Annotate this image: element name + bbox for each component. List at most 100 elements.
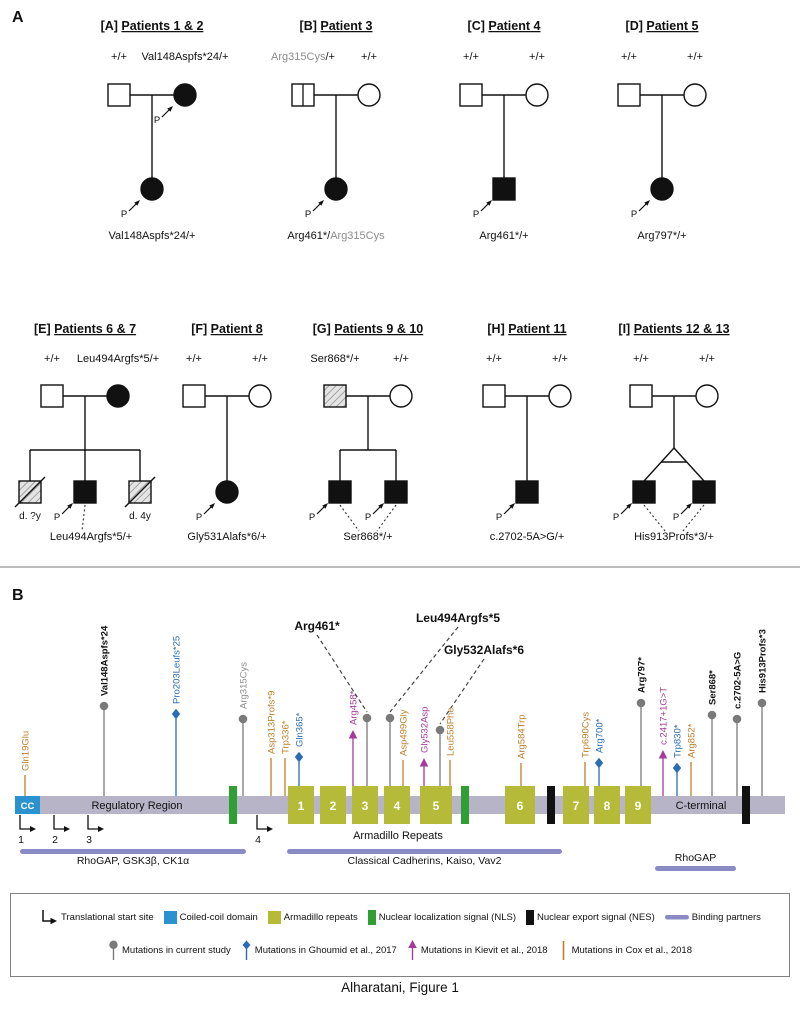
proband-letter: P <box>54 512 60 523</box>
mutation-label: c.2417+1G>T <box>659 687 670 745</box>
legend-label: Mutations in Cox et al., 2018 <box>571 945 692 957</box>
diamond-blue-icon <box>241 940 252 961</box>
child-genotype: His913Profs*3/+ <box>634 531 714 543</box>
legend-label: Coiled-coil domain <box>179 911 258 923</box>
circle-marker <box>435 725 445 735</box>
regulatory-region-label: Regulatory Region <box>91 800 182 812</box>
circle-marker <box>757 698 767 708</box>
proband-arrow: P <box>631 200 650 220</box>
father-genotype: +/+ <box>44 353 60 365</box>
proband-letter: P <box>473 209 479 220</box>
mutation-label: Asp499Gly <box>399 709 410 756</box>
father-genotype: Ser868*/+ <box>310 353 359 365</box>
pedigree-title: [E] Patients 6 & 7 <box>34 322 136 336</box>
protein-diagram: CC Regulatory Region C-terminal 1 2 3 4 5 6 7 8 9 Gl… <box>15 611 785 871</box>
child-genotype: Arg797*/+ <box>637 230 686 242</box>
mutation-label: Gly532Alafs*6 <box>444 643 524 657</box>
proband-letter: P <box>673 512 679 523</box>
mutation-label: Arg584Trp <box>517 714 528 759</box>
mutation-label: Trp690Cys <box>581 712 592 758</box>
father-symbol <box>482 384 506 408</box>
nes-box <box>742 786 750 824</box>
proband-arrow: P <box>473 200 492 220</box>
pedigree-title: [I] Patients 12 & 13 <box>618 322 729 336</box>
legend-label: Nuclear localization signal (NLS) <box>378 911 516 923</box>
father-genotype: +/+ <box>186 353 202 365</box>
legend-item: Mutations in Kievit et al., 2018 <box>407 940 548 961</box>
child-symbol <box>692 480 716 504</box>
mother-genotype: +/+ <box>687 51 703 63</box>
mother-genotype: +/+ <box>699 353 715 365</box>
legend-item: Binding partners <box>664 911 761 923</box>
pedigree-E: [E] Patients 6 & 7 +/+ Leu494Argfs*5/+ d. ?… <box>14 322 159 543</box>
armadillo-repeat-7 <box>563 786 589 824</box>
mutation-Arg461*: Arg461* <box>294 619 372 723</box>
legend-label: Mutations in current study <box>122 945 231 957</box>
mother-symbol <box>106 384 130 408</box>
mutation-Gln365*: Gln365* <box>295 712 306 763</box>
start-arrow-icon <box>39 909 58 926</box>
child-symbol <box>492 177 516 201</box>
mutation-Arg458*: Arg458* <box>349 690 360 739</box>
mutation-Trp690Cys: Trp690Cys <box>581 712 592 758</box>
binding-partner-bar <box>287 849 562 854</box>
binding-line-icon <box>664 914 689 921</box>
mother-genotype: +/+ <box>393 353 409 365</box>
armadillo-repeat-4 <box>384 786 410 824</box>
start-site-2: 2 <box>52 815 70 846</box>
binding-partner-label: RhoGAP <box>675 852 716 864</box>
mother-genotype: +/+ <box>552 353 568 365</box>
mother-symbol <box>525 83 549 107</box>
mother-symbol <box>548 384 572 408</box>
mutation-label: Arg700* <box>595 718 606 753</box>
start-arrow-icon <box>256 815 268 830</box>
repeat-number: 5 <box>433 799 440 813</box>
pedigree-F: [F] Patient 8 +/+ +/+ P Gly531Alafs*6/+ <box>182 322 272 543</box>
diamond-marker <box>672 762 682 774</box>
armadillo-repeat-2 <box>320 786 346 824</box>
mutation-Trp336*: Trp336* <box>281 720 292 754</box>
arrow-marker <box>419 758 429 767</box>
pedigrees-group: [A] Patients 1 & 2+/+ Val148Aspfs*24/+PPV… <box>14 19 730 543</box>
start-arrow-icon <box>53 815 65 830</box>
proband-arrow: P <box>613 503 632 523</box>
mother-genotype: +/+ <box>529 51 545 63</box>
repeat-number: 9 <box>635 799 642 813</box>
mutation-label: Gln365* <box>295 712 306 747</box>
father-genotype: +/+ <box>111 51 127 63</box>
nls-box <box>229 786 237 824</box>
circle-marker <box>238 714 248 724</box>
mother-symbol <box>173 83 197 107</box>
legend-item: Coiled-coil domain <box>163 910 258 924</box>
father-symbol <box>107 83 131 107</box>
mutation-label: Pro203Leufs*25 <box>172 636 183 704</box>
armadillo-repeat-9 <box>625 786 651 824</box>
panel-a-label: A <box>12 9 24 26</box>
repeat-number: 7 <box>573 799 580 813</box>
start-site-number: 4 <box>255 834 261 846</box>
mutation-Gln19Glu: Gln19Glu <box>21 731 32 771</box>
legend-label: Armadillo repeats <box>283 911 358 923</box>
start-site-4: 4 <box>255 815 273 846</box>
circle-marker <box>732 714 742 724</box>
child-genotype: Arg461*/Arg315Cys <box>287 230 385 242</box>
mutation-His913Profs*3: His913Profs*3 <box>757 629 769 708</box>
mutation-Arg584Trp: Arg584Trp <box>517 714 528 759</box>
child-symbol <box>140 177 164 201</box>
father-genotype: +/+ <box>463 51 479 63</box>
repeat-number: 1 <box>298 799 305 813</box>
mutation-c.2417+1G>T: c.2417+1G>T <box>659 687 670 759</box>
start-site-number: 2 <box>52 834 58 846</box>
legend-label: Binding partners <box>691 911 761 923</box>
mother-genotype: Leu494Argfs*5/+ <box>77 353 159 365</box>
cc-box-icon <box>163 910 177 924</box>
proband-letter: P <box>631 209 637 220</box>
start-site-3: 3 <box>86 815 104 846</box>
start-site-1: 1 <box>18 815 36 846</box>
father-genotype: Arg315Cys/+ <box>271 51 335 63</box>
mutation-label: Leu494Argfs*5 <box>416 611 500 625</box>
binding-partner: RhoGAP, GSK3β, CK1α <box>20 849 246 867</box>
nes-box <box>547 786 555 824</box>
proband-arrow: P <box>309 503 328 523</box>
